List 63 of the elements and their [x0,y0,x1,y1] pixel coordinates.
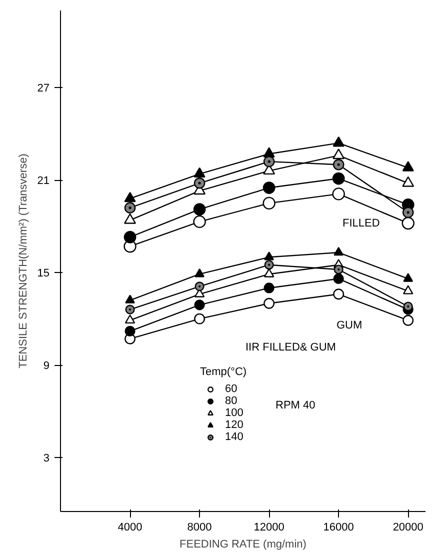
x-tick-label: 4000 [118,522,142,534]
annotation: IIR FILLED& GUM [246,342,336,354]
legend-label: 120 [225,419,244,431]
annotation: GUM [336,320,362,332]
legend-label: 100 [225,407,244,419]
legend-label: 140 [225,431,244,443]
point [264,260,274,270]
x-tick-label: 12000 [254,522,284,534]
x-tick-label: 16000 [323,522,354,534]
y-axis-title: TENSILE STRENGTH(N/mm²) (Transverse) [17,154,30,368]
point [194,282,204,292]
point [193,203,206,216]
point [194,268,204,278]
legend-title: Temp(°C) [200,366,247,378]
y-tick-label: 9 [43,360,50,372]
point [124,202,136,214]
point [194,313,206,324]
point [264,298,275,309]
legend-label: 80 [225,395,238,407]
x-axis-title: FEEDING RATE (mg/min) [180,538,306,550]
point [264,268,274,278]
annotation: RPM 40 [276,400,316,412]
point [124,314,136,324]
point [124,192,136,202]
y-tick-label: 15 [37,268,50,280]
point [333,273,344,284]
point [332,172,345,185]
point [403,273,414,282]
point [194,300,205,310]
point [332,159,344,170]
point [402,216,414,230]
point [334,264,344,274]
point [124,230,136,244]
point [264,282,274,294]
point [334,246,344,256]
point [332,188,345,200]
point [403,302,413,312]
y-tick-label: 3 [43,452,50,465]
point [124,213,136,224]
y-tick-label: 21 [37,175,50,188]
point [194,178,206,189]
x-tick-label: 8000 [187,522,212,534]
point [193,215,206,228]
point [262,196,276,210]
point [264,252,274,260]
x-tick-label: 20000 [392,522,424,534]
point [402,285,414,294]
point [402,314,414,326]
point [402,176,414,187]
point [333,288,344,300]
point [125,304,135,314]
point [124,326,136,336]
point [332,136,344,147]
point [262,182,276,194]
point [402,161,414,172]
annotation: FILLED [342,218,380,230]
point [125,294,135,304]
y-tick-label: 27 [37,82,50,95]
point [194,167,206,178]
point [263,156,275,168]
point [402,206,414,218]
point [332,148,345,160]
legend-label: 60 [225,383,238,395]
